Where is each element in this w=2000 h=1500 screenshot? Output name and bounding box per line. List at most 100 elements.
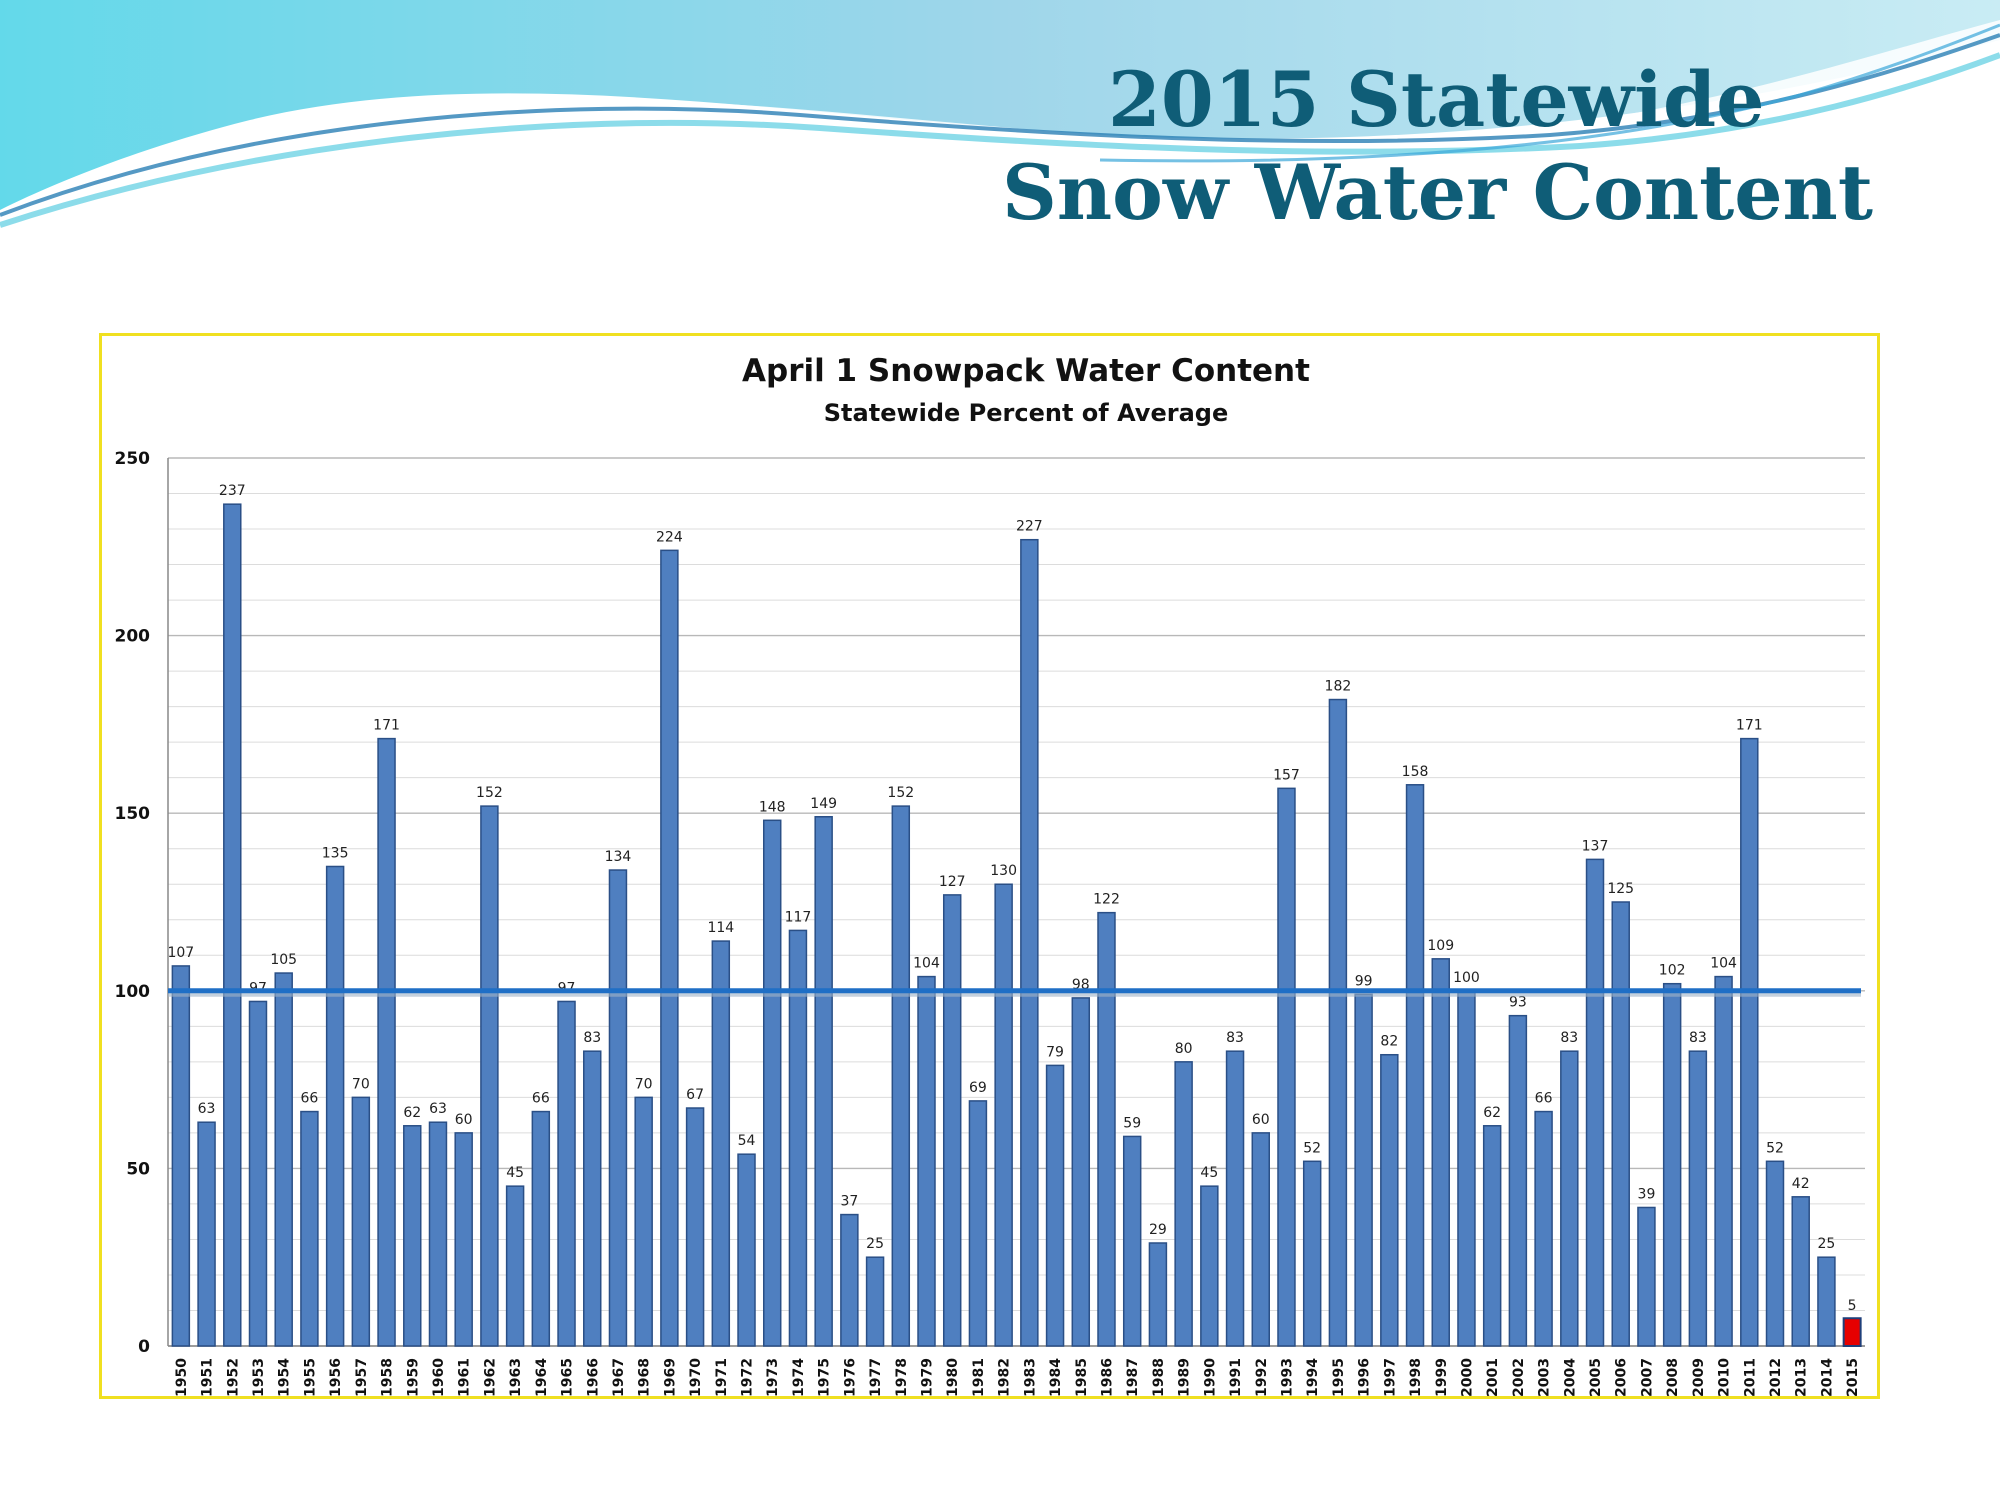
- x-tick-label-1953: 1953: [251, 1358, 267, 1396]
- x-tick-label-2003: 2003: [1537, 1358, 1553, 1396]
- data-label-1956: 135: [322, 845, 349, 861]
- bar-2010: [1714, 975, 1733, 1347]
- bar-1985: [1071, 997, 1091, 1347]
- y-tick-label: 250: [115, 449, 151, 469]
- bar-1999: [1431, 958, 1450, 1347]
- bar-1966: [583, 1050, 602, 1347]
- bar-1974: [788, 929, 808, 1347]
- data-label-1973: 148: [759, 799, 786, 815]
- snowpack-bar-chart: April 1 Snowpack Water Content Statewide…: [115, 353, 1865, 1396]
- x-tick-label-2013: 2013: [1794, 1358, 1810, 1396]
- x-tick-label-1981: 1981: [971, 1358, 987, 1396]
- data-label-2008: 102: [1659, 963, 1686, 979]
- x-tick-label-1995: 1995: [1331, 1358, 1347, 1396]
- data-label-2014: 25: [1818, 1236, 1836, 1252]
- data-label-1977: 25: [866, 1236, 884, 1252]
- bar-1956: [325, 865, 345, 1347]
- x-tick-label-1951: 1951: [200, 1358, 216, 1396]
- data-label-2004: 83: [1560, 1030, 1578, 1046]
- bar-1994: [1302, 1160, 1322, 1347]
- bar-1959: [403, 1125, 422, 1347]
- data-label-2011: 171: [1736, 718, 1763, 734]
- x-tick-label-1989: 1989: [1177, 1358, 1193, 1396]
- data-label-1954: 105: [270, 952, 297, 968]
- bar-1957: [351, 1096, 371, 1347]
- data-label-1961: 60: [455, 1112, 473, 1128]
- data-label-2003: 66: [1535, 1091, 1553, 1107]
- header-wave-line-3: [1099, 23, 2000, 163]
- bar-1982: [994, 883, 1013, 1347]
- bar-2002: [1508, 1014, 1528, 1347]
- x-tick-label-1983: 1983: [1022, 1358, 1038, 1396]
- x-tick-label-1999: 1999: [1434, 1358, 1450, 1396]
- data-label-1971: 114: [707, 920, 734, 936]
- x-tick-label-1990: 1990: [1202, 1358, 1218, 1396]
- x-tick-label-1950: 1950: [174, 1358, 190, 1396]
- bar-2007: [1637, 1206, 1656, 1347]
- bar-1977: [865, 1256, 885, 1347]
- bar-2009: [1688, 1050, 1708, 1347]
- data-label-1988: 29: [1149, 1222, 1167, 1238]
- x-tick-label-1979: 1979: [920, 1358, 936, 1396]
- bar-1984: [1045, 1064, 1065, 1347]
- x-tick-label-1970: 1970: [688, 1358, 704, 1396]
- data-label-1990: 45: [1200, 1165, 1218, 1181]
- bar-1965: [557, 1000, 576, 1347]
- bars: [171, 503, 1862, 1347]
- bar-1992: [1251, 1132, 1271, 1347]
- data-label-1950: 107: [167, 945, 194, 961]
- data-label-1959: 62: [403, 1105, 421, 1121]
- y-tick-label: 50: [126, 1159, 150, 1179]
- chart-subtitle: Statewide Percent of Average: [824, 399, 1228, 427]
- bar-1981: [968, 1100, 988, 1347]
- axes: [167, 458, 1865, 1347]
- data-label-2000: 100: [1453, 970, 1480, 986]
- x-tick-labels: 1950 1951 1952 1953 1954 1955 1956 1957 1958 1959…: [174, 1358, 1861, 1396]
- data-label-1986: 122: [1093, 892, 1120, 908]
- bar-1986: [1097, 911, 1116, 1347]
- data-label-1996: 99: [1355, 973, 1373, 989]
- bar-1988: [1148, 1242, 1168, 1347]
- data-label-1992: 60: [1252, 1112, 1270, 1128]
- data-label-2001: 62: [1483, 1105, 1501, 1121]
- bar-1979: [917, 975, 936, 1347]
- x-tick-label-1956: 1956: [328, 1358, 344, 1396]
- x-tick-label-2001: 2001: [1485, 1358, 1501, 1396]
- bar-1968: [634, 1096, 653, 1347]
- x-tick-label-2014: 2014: [1819, 1358, 1835, 1396]
- x-tick-label-2010: 2010: [1717, 1358, 1733, 1396]
- x-tick-label-2012: 2012: [1768, 1358, 1784, 1396]
- data-label-2010: 104: [1710, 956, 1737, 972]
- x-tick-label-1987: 1987: [1125, 1358, 1141, 1396]
- bar-2000: [1457, 990, 1476, 1347]
- data-label-1967: 134: [605, 849, 632, 865]
- x-tick-label-1964: 1964: [534, 1358, 550, 1396]
- bar-1951: [197, 1121, 216, 1347]
- x-tick-label-1997: 1997: [1382, 1358, 1398, 1396]
- data-label-1952: 237: [219, 483, 246, 499]
- data-label-1999: 109: [1427, 938, 1454, 954]
- x-tick-label-1986: 1986: [1099, 1358, 1115, 1396]
- x-tick-label-2000: 2000: [1459, 1358, 1475, 1396]
- bar-1954: [274, 972, 293, 1347]
- x-tick-label-2007: 2007: [1639, 1358, 1655, 1396]
- data-label-1964: 66: [532, 1091, 550, 1107]
- y-tick-label: 150: [115, 804, 151, 824]
- x-tick-label-1962: 1962: [482, 1358, 498, 1396]
- x-tick-label-1996: 1996: [1357, 1358, 1373, 1396]
- x-tick-label-2011: 2011: [1742, 1358, 1758, 1396]
- x-tick-label-1980: 1980: [945, 1358, 961, 1396]
- bar-2014: [1817, 1256, 1836, 1347]
- bar-1989: [1174, 1061, 1193, 1347]
- x-tick-label-1985: 1985: [1074, 1358, 1090, 1396]
- data-label-1951: 63: [198, 1101, 216, 1117]
- x-tick-label-1984: 1984: [1048, 1358, 1064, 1396]
- bar-1998: [1405, 784, 1425, 1347]
- x-tick-label-1992: 1992: [1254, 1358, 1270, 1396]
- x-tick-label-1965: 1965: [560, 1358, 576, 1396]
- data-label-1989: 80: [1175, 1041, 1193, 1057]
- x-tick-label-1967: 1967: [611, 1358, 627, 1396]
- y-tick-label: 200: [115, 627, 151, 647]
- data-label-2007: 39: [1638, 1186, 1656, 1202]
- x-tick-label-1976: 1976: [842, 1358, 858, 1396]
